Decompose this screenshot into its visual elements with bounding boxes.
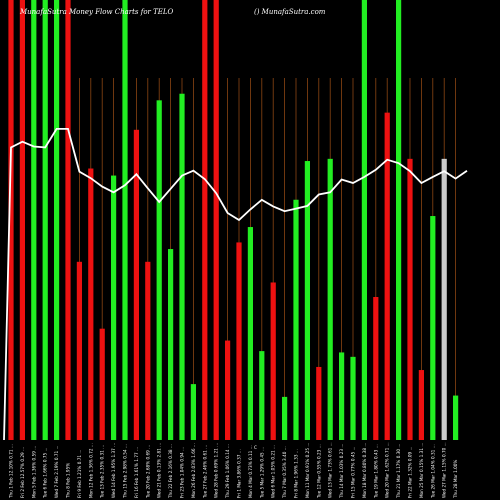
x-tick-label: Thu 1 Feb 12.10% 0.71 ... (9, 444, 14, 499)
x-tick-label: Thu 21 Mar 1.17% 0.30 ... (396, 444, 401, 499)
x-tick-label: Wed 13 Mar 1.73% 0.61 ... (328, 442, 333, 498)
x-tick-label: Fri 2 Feb 12.57% 0.29 ... (20, 447, 25, 498)
x-tick-label: Thu 7 Mar 0.35% 3.40 ... (282, 446, 287, 499)
bar (236, 242, 242, 440)
bar (213, 0, 219, 440)
x-tick-label: Wed 6 Mar 1.05% 0.21 ... (271, 445, 276, 498)
bar (384, 112, 390, 440)
x-tick-label: Thu 15 Feb 2.98% 0.54 ... (123, 444, 128, 499)
bar (418, 370, 424, 440)
x-tick-label: Wed 28 Feb 0.69% 1.21 ... (214, 443, 219, 498)
bar (19, 0, 25, 440)
x-tick-label: Mon 26 Feb 2.03% 1.66 ... (191, 443, 196, 498)
x-tick-label: Tue 20 Feb 2.68% 0.69 ... (145, 445, 150, 499)
bar (8, 0, 14, 440)
bar (190, 384, 196, 440)
bar (350, 356, 356, 440)
bar (373, 297, 379, 440)
bar (179, 93, 185, 440)
flow-line-series (3, 127, 468, 441)
bar (361, 0, 367, 440)
bar (453, 395, 459, 440)
bar (430, 216, 436, 440)
bar (247, 227, 253, 440)
flow-line (3, 127, 468, 441)
bar (111, 175, 117, 440)
x-tick-label: Tue 27 Feb 2.46% 0.61 ... (202, 445, 207, 499)
x-tick-label: Mon 5 Feb 1.36% 0.59 ... (31, 446, 36, 498)
chart-title: MunafaSutra Money Flow Charts for TELO (19, 8, 174, 16)
x-tick-label: Thu 29 Feb 1.06% 0.14 ... (225, 444, 230, 499)
x-tick-label: Fri 9 Feb 1.21% 0.71 ... (77, 450, 82, 498)
x-tick-label: Tue 6 Feb 1.66% 0.75 ... (43, 447, 48, 499)
bar (441, 158, 447, 440)
bar (76, 261, 82, 440)
bar (339, 352, 345, 440)
x-tick-label: Wed 14 Feb 1.95% 1.37 ... (111, 443, 116, 498)
bar (133, 129, 139, 441)
bar (304, 161, 310, 441)
center-mark: C (254, 445, 257, 450)
x-tick-label: Wed 20 Mar 1.62% 0.71 ... (385, 442, 390, 498)
x-tick-label: Thu 22 Feb 2.16% 0.38 ... (168, 444, 173, 499)
bar (31, 0, 37, 440)
bar (225, 340, 231, 440)
x-tick-label: Wed 27 Mar 1.15% 0.70 ... (442, 442, 447, 498)
x-tick-label: Mon 11 Mar 0.91% 0.25 ... (305, 443, 310, 498)
bar-series (8, 0, 459, 441)
x-tick-label: Wed 21 Feb 0.13% 2.81 ... (157, 443, 162, 498)
bar (122, 0, 128, 440)
x-tick-label: Fri 8 Mar 1.96% 1.33 ... (294, 449, 299, 498)
x-tick-label: Mon 25 Mar 0.15% 1.31 ... (419, 443, 424, 498)
x-tick-label: Fri 16 Feb 1.61% 1.77 ... (134, 447, 139, 498)
bar (327, 158, 333, 440)
x-tick-labels: Thu 1 Feb 12.10% 0.71 ... Fri 2 Feb 12.57… (9, 442, 459, 499)
x-tick-label: Fri 23 Feb 1.04% 0.94 ... (180, 447, 185, 498)
x-tick-label: Fri 22 Mar 1.32% 0.09 ... (408, 447, 413, 499)
bar (42, 0, 48, 440)
bar (316, 366, 322, 440)
x-tick-label: Tue 5 Mar 1.29% 0.45 ... (259, 447, 264, 499)
x-tick-label: Tue 26 Mar 1.04% 0.31 ... (430, 444, 435, 499)
bar (202, 0, 208, 440)
x-tick-label: Thu 28 Mar 1.00% (453, 460, 458, 499)
x-tick-label: Tue 13 Feb 2.35% 0.31 ... (100, 445, 105, 499)
x-tick-label: Tue 12 Mar 0.55% 0.23 ... (316, 444, 321, 499)
bar (396, 0, 402, 440)
bar (99, 328, 105, 440)
bar (293, 199, 299, 440)
bar (88, 168, 94, 440)
bar (65, 0, 71, 440)
bar (145, 261, 151, 440)
x-tick-label: Fri 1 Mar 3.86% 0.37 ... (237, 449, 242, 498)
bar (168, 249, 174, 440)
bar (54, 0, 60, 440)
x-tick-label: Fri 15 Mar 0.77% 0.45 ... (351, 447, 356, 499)
bar (282, 396, 288, 440)
x-tick-label: Mon 12 Feb 1.36% 0.72 ... (88, 443, 93, 498)
x-tick-label: Mon 18 Mar 0.80% 0.38 ... (362, 443, 367, 498)
x-tick-label: Mon 4 Mar 0.73% 0.11 ... (248, 445, 253, 498)
bar (407, 158, 413, 440)
watermark: () MunafaSutra.com (254, 8, 326, 16)
bar (270, 282, 276, 440)
x-tick-label: Thu 14 Mar 1.03% 0.23 ... (339, 444, 344, 499)
x-tick-label: Thu 8 Feb 1.95% (66, 463, 71, 499)
bar (259, 351, 265, 440)
x-tick-label: Wed 7 Feb 2.19% 0.71 ... (54, 446, 59, 498)
x-tick-label: Tue 19 Mar 1.80% 0.43 ... (373, 444, 378, 499)
bar (156, 100, 162, 440)
